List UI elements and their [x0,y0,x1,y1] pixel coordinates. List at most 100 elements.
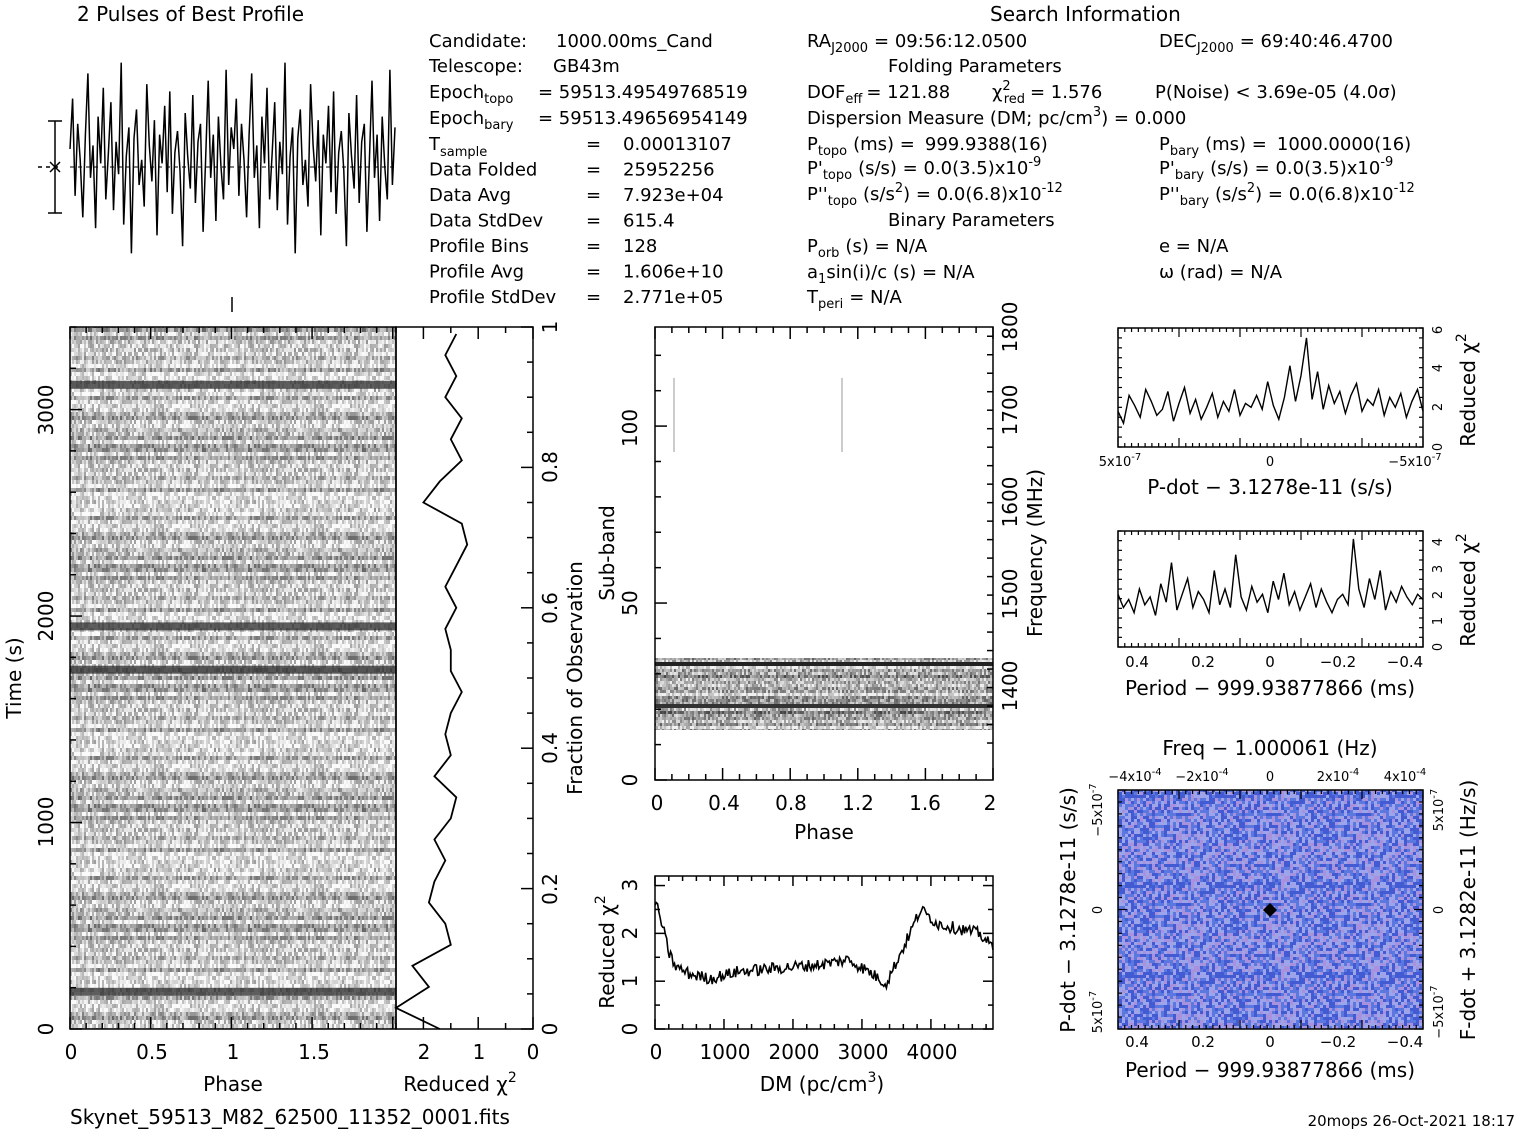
pdot-bary-label: P'bary (s/s) = 0.0(3.5)x10-9 [1159,155,1393,183]
folding-title: Folding Parameters [888,56,1062,77]
dm-yticklabels: 0 1 2 3 [618,879,642,1036]
search-title: Search Information [990,2,1181,26]
dark-row [70,665,396,674]
dm-xtick-label: 3000 [838,1040,889,1064]
tc-xtick-label: 0 [527,1040,540,1064]
info-row-label: Data Folded [429,160,537,181]
dm-ytick-label: 1 [618,975,642,988]
subband-yticklabels: 0 50 100 [618,409,642,786]
freq-tick-label: 1500 [998,569,1022,620]
epoch-bary-value: = 59513.49656954149 [538,108,748,129]
pnoise-value: P(Noise) < 3.69e-05 (4.0σ) [1155,82,1397,103]
dark-row [70,987,396,996]
info-row-value: 7.923e+04 [623,185,724,206]
tp-xlabel: Phase [203,1072,263,1096]
fraction-tick-label: 0.4 [538,732,562,764]
dm-xticklabels: 0 1000 2000 3000 4000 [650,1040,958,1064]
dec-label: DECJ2000 = 69:40:46.4700 [1159,31,1393,56]
info-row-equals: = [586,160,601,181]
telescope-label: Telescope: [428,56,523,77]
sb-xtick-label: 0.4 [708,791,740,815]
tp-ytick-label: 2000 [34,591,58,642]
info-row-equals: = [586,287,601,308]
tp-xtick-label: 0 [65,1040,78,1064]
info-column-2: RAJ2000 = 09:56:12.0500 DECJ2000 = 69:40:4… [806,31,1415,312]
tp-ytick-label: 0 [34,1023,58,1036]
fraction-yticklabels: 0 0.2 0.4 0.6 0.8 1 [538,321,562,1036]
candidate-label: Candidate: [429,31,527,52]
tp-ytick-label: 1000 [34,797,58,848]
epoch-topo-label: Epochtopo [429,82,513,107]
info-row-value: 615.4 [623,211,675,232]
pddot-topo-label: P''topo (s/s2) = 0.0(6.8)x10-12 [807,181,1063,209]
time-chi2-line [394,333,469,1030]
ecc-value: e = N/A [1159,236,1229,257]
freq-tick-label: 1400 [998,661,1022,712]
fraction-ylabel: Fraction of Observation [563,561,587,795]
tc-xlabel: Reduced χ2 [403,1070,517,1096]
fraction-tick-label: 0 [538,1023,562,1036]
dm-xtick-label: 4000 [907,1040,958,1064]
info-row-equals: = [586,134,601,155]
time-chi2-xticklabels: 2 1 0 [418,1040,540,1064]
tperi-label: Tperi = N/A [806,287,903,312]
sb-ytick-label: 100 [618,409,642,447]
frequency-yticklabels: 1400 1500 1600 1700 1800 [998,302,1022,712]
time-phase-heatmap [70,327,396,1029]
tp-xtick-label: 0.5 [136,1040,168,1064]
info-row-value: 1.606e+10 [623,262,724,283]
fraction-tick-label: 0.6 [538,592,562,624]
tp-ylabel: Time (s) [2,637,26,719]
time-phase-yticklabels: 0 1000 2000 3000 [34,385,58,1036]
dm-xtick-label: 2000 [769,1040,820,1064]
subband-ticks [654,327,994,781]
sb-xtick-label: 0.8 [775,791,807,815]
dm-chi2-line [654,901,994,992]
profile-errorbar-marker [38,120,62,214]
fraction-tick-label: 0.2 [538,873,562,905]
info-row-label: Data StdDev [429,211,544,232]
sb-ytick-label: 0 [618,774,642,787]
telescope-value: GB43m [553,56,620,77]
subband-xticklabels: 0 0.4 0.8 1.2 1.6 2 [651,791,997,815]
pulse-profile-panel [38,62,396,312]
info-row-equals: = [586,185,601,206]
time-chi2-panel: 2 1 0 Reduced χ2 0 0.2 0.4 0.6 0.8 1 Fra… [394,321,587,1096]
candidate-value: 1000.00ms_Cand [556,31,713,52]
porb-label: Porb (s) = N/A [807,236,928,261]
tp-xtick-label: 1 [227,1040,240,1064]
freq-tick-label: 1800 [998,302,1022,353]
info-row-value: 25952256 [623,160,715,181]
dm-ytick-label: 0 [618,1023,642,1036]
freq-tick-label: 1700 [998,385,1022,436]
a1-label: a1sin(i)/c (s) = N/A [807,262,975,287]
info-row-equals: = [586,211,601,232]
epoch-topo-value: = 59513.49549768519 [538,82,748,103]
binary-title: Binary Parameters [888,210,1055,231]
pddot-bary-label: P''bary (s/s2) = 0.0(6.8)x10-12 [1159,181,1415,209]
dm-ytick-label: 3 [618,879,642,892]
sb-xtick-label: 2 [984,791,997,815]
subband-heatmap [655,658,993,730]
info-row-value: 2.771e+05 [623,287,724,308]
dark-row [70,622,396,631]
info-row-label: Tsample [428,134,487,160]
dm-ylabel: Reduced χ2 [593,895,619,1009]
info-row-equals: = [586,262,601,283]
dm-xlabel: DM (pc/cm3) [760,1070,884,1096]
chi-red-label: χ2 red = 1.576 [992,79,1102,107]
sb-xtick-label: 1.2 [842,791,874,815]
pdot-frame [1117,327,1424,448]
dm-frame [654,875,994,1030]
info-row-value: 128 [623,236,657,257]
fraction-tick-label: 1 [538,321,562,334]
pdot-panel: 5x10-7 0 −5x10-7 P-dot − 3.1278e-11 (s/s… [1099,326,1480,499]
profile-line [69,62,396,254]
ra-label: RAJ2000 = 09:56:12.0500 [807,31,1027,56]
dm-ticks [654,876,993,1030]
time-chi2-ticks [395,326,534,1030]
info-row-label: Profile Bins [429,236,529,257]
time-phase-xticklabels: 0 0.5 1 1.5 [65,1040,330,1064]
info-row-label: Profile Avg [429,262,524,283]
freq-ylabel: Frequency (MHz) [1023,469,1047,637]
